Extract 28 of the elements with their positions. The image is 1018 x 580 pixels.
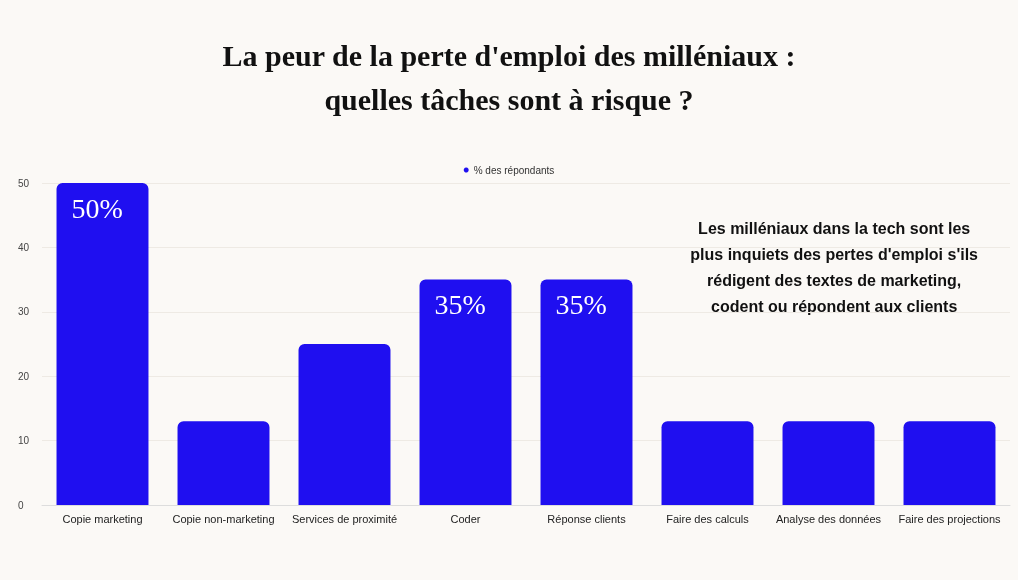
x-tick-label: Copie non-marketing bbox=[172, 512, 275, 525]
bar bbox=[540, 279, 633, 505]
y-tick-label: 20 bbox=[18, 370, 30, 382]
bar bbox=[419, 279, 512, 505]
data-label: 35% bbox=[555, 289, 607, 321]
text: % des répondants bbox=[473, 164, 555, 176]
bar bbox=[903, 421, 996, 505]
x-tick-label: Faire des projections bbox=[898, 512, 1002, 525]
bar bbox=[177, 421, 270, 505]
y-tick-label: 0 bbox=[18, 499, 24, 511]
bar bbox=[661, 421, 754, 505]
bar bbox=[298, 344, 391, 505]
x-tick-label: Réponse clients bbox=[547, 512, 627, 525]
data-label: 50% bbox=[71, 192, 123, 224]
x-tick-label: Copie marketing bbox=[62, 512, 143, 525]
x-tick-label: Analyse des données bbox=[775, 512, 882, 525]
bar bbox=[782, 421, 875, 505]
data-label: 35% bbox=[434, 289, 486, 321]
y-tick-label: 40 bbox=[18, 241, 30, 253]
y-tick-label: 10 bbox=[18, 435, 30, 447]
x-tick-label: Faire des calculs bbox=[666, 512, 750, 525]
annotation: Les milléniaux dans la tech sont les plus inquiets des pertes d'emploi s'ils rédigent des textes de marketing, codent ou répondent aux clients bbox=[690, 219, 979, 315]
x-tick-label: Services de proximité bbox=[291, 512, 398, 525]
y-tick-label: 50 bbox=[18, 177, 30, 189]
y-tick-label: 30 bbox=[18, 306, 30, 318]
bar bbox=[56, 183, 149, 505]
chart-title: La peur de la perte d'emploi des milléniaux : quelles tâches sont à risque ? bbox=[222, 38, 796, 116]
x-tick-label: Coder bbox=[450, 512, 481, 525]
